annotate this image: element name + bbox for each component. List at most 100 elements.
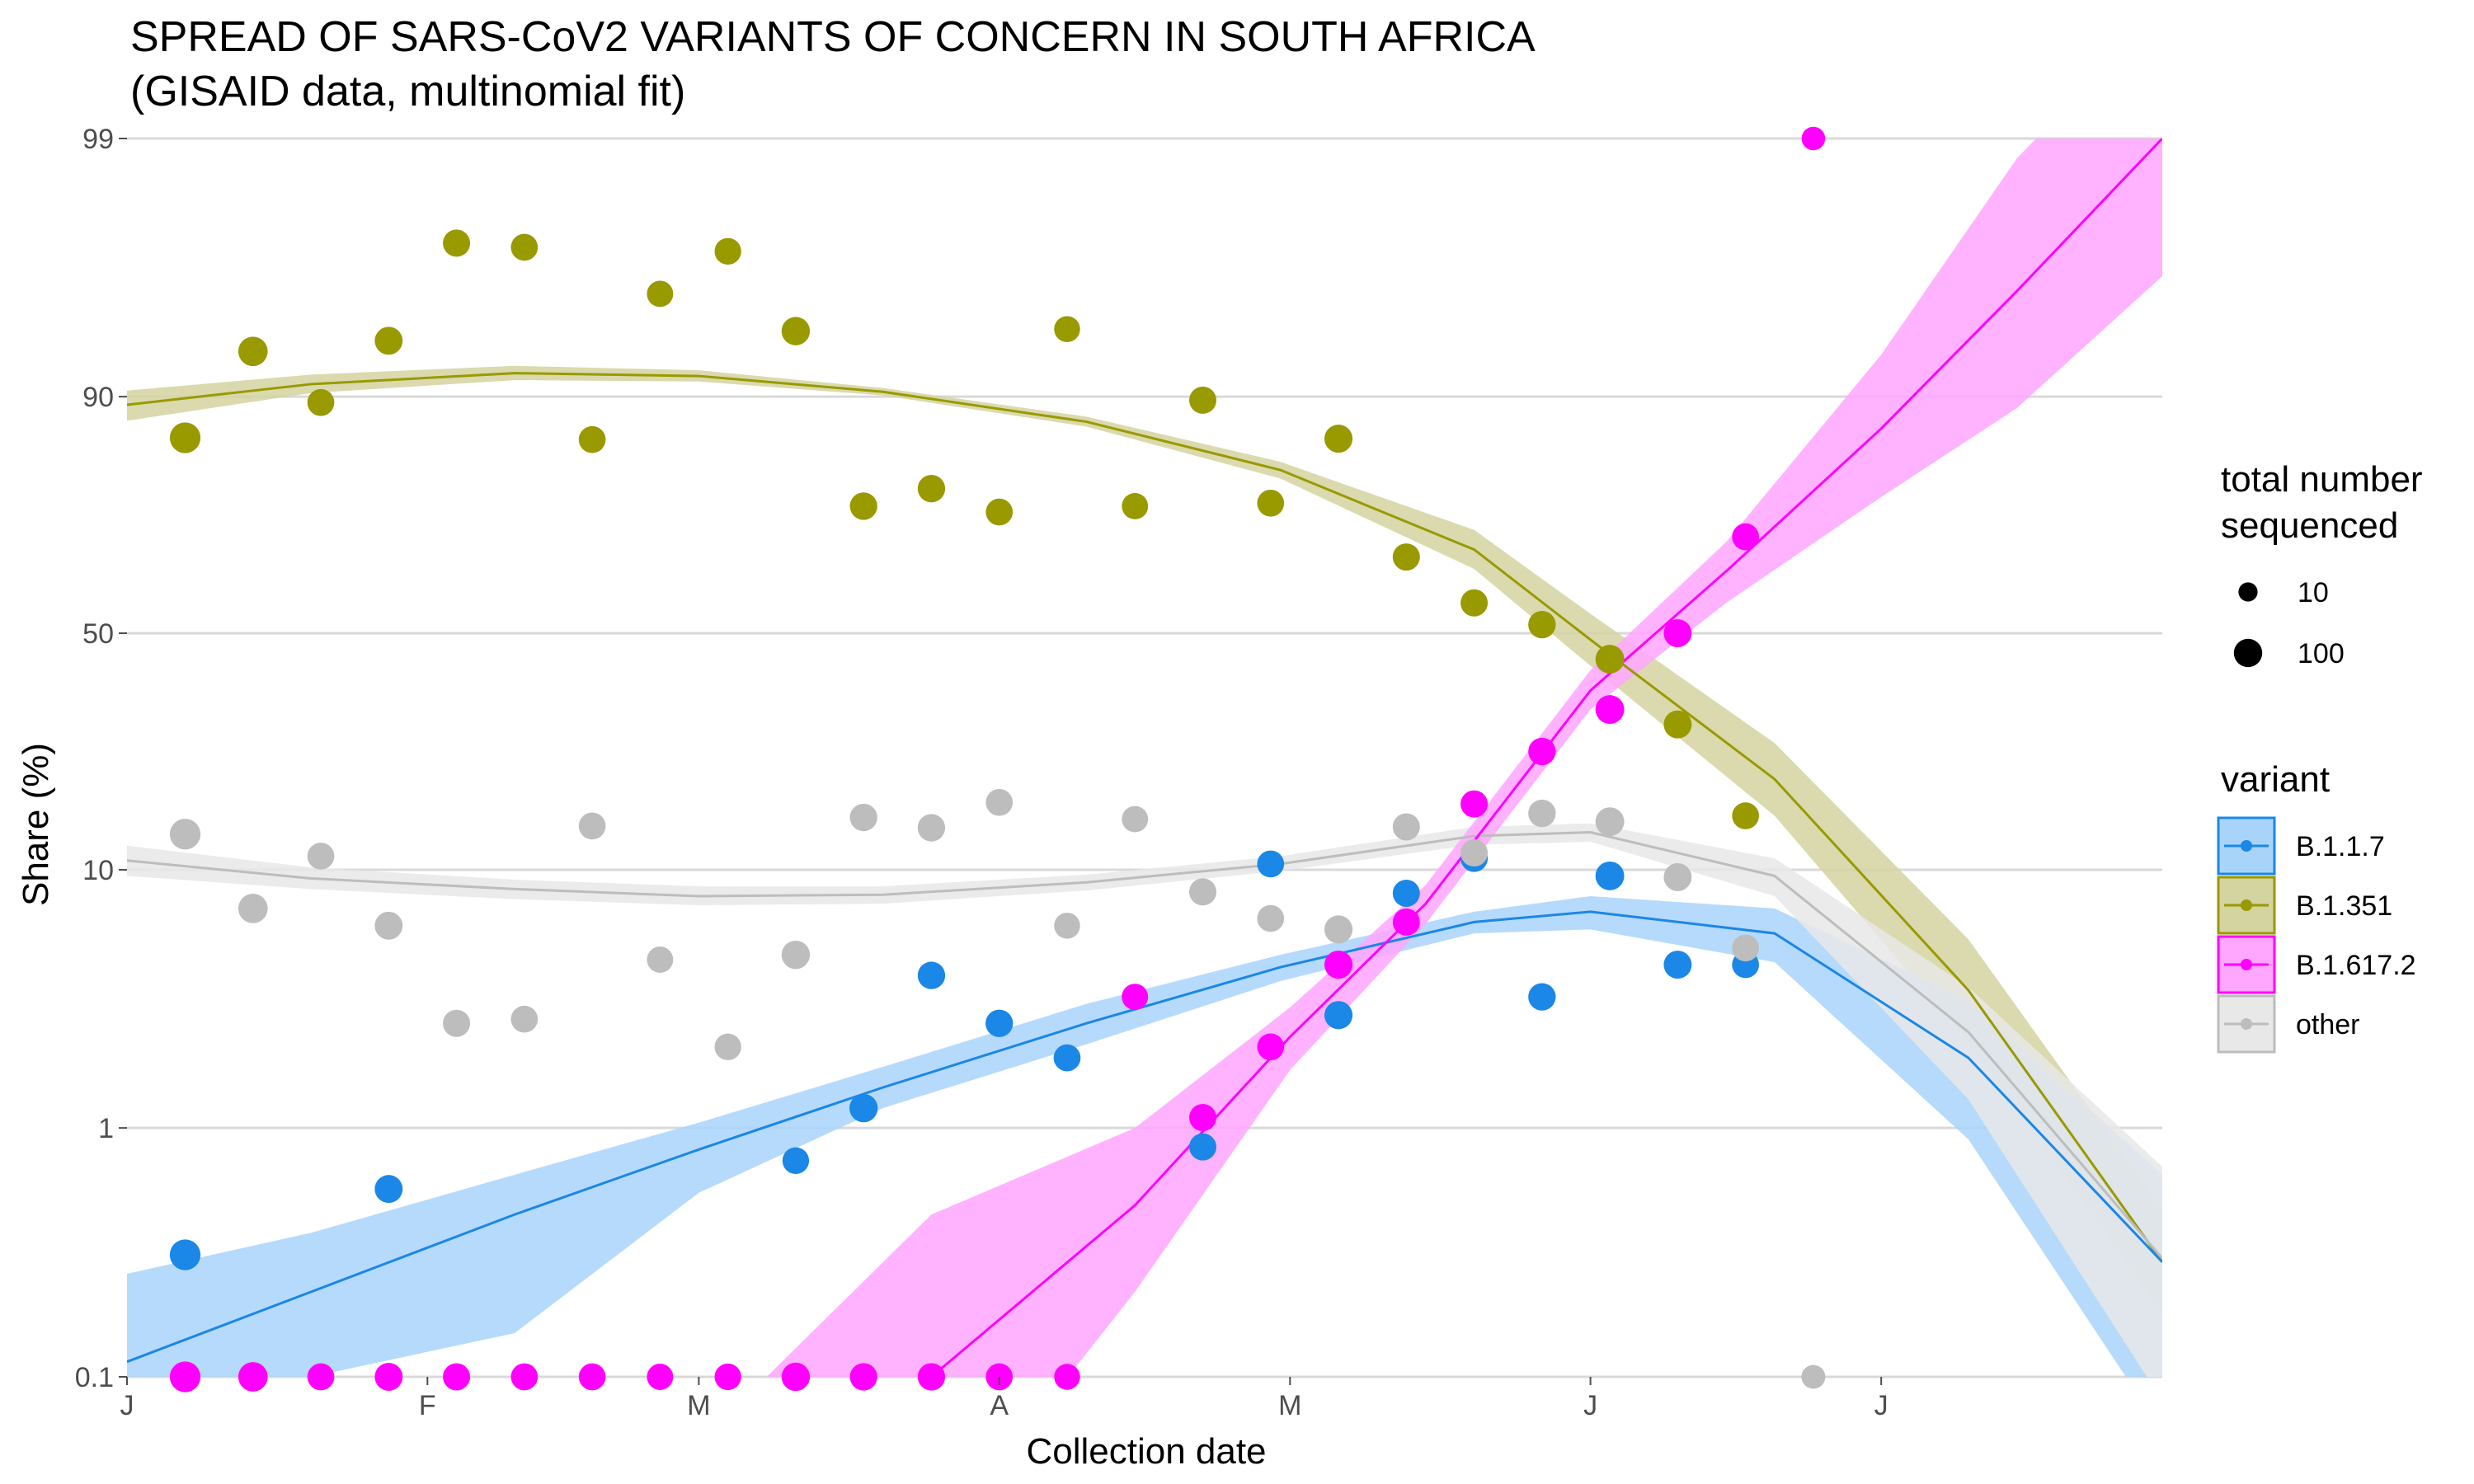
y-tick-label: 99 [82, 124, 114, 155]
data-point-other [1392, 813, 1420, 841]
data-point-other [578, 812, 606, 840]
data-point-b-1-617-2 [1392, 908, 1420, 936]
data-point-b-1-351 [1732, 802, 1759, 829]
data-point-b-1-617-2 [917, 1363, 946, 1391]
x-tick-label: J [1874, 1390, 1888, 1421]
fit-lines [127, 139, 2162, 1377]
x-tick-label: A [990, 1390, 1009, 1421]
data-point-b-1-351 [1528, 610, 1556, 639]
data-point-other [1122, 805, 1149, 833]
chart-title: SPREAD OF SARS-CoV2 VARIANTS OF CONCERN … [130, 13, 1536, 61]
data-point-other [1663, 862, 1692, 891]
data-point-b-1-351 [849, 492, 877, 520]
data-point-b-1-351 [1460, 589, 1489, 617]
data-point-b-1-351 [1595, 645, 1625, 674]
data-point-b-1-351 [781, 317, 811, 345]
data-point-b-1-1-7 [1528, 983, 1556, 1011]
data-point-b-1-351 [647, 280, 674, 308]
ribbon-b-1-617-2 [766, 139, 2162, 1377]
x-tick-label: J [1583, 1390, 1597, 1421]
data-point-other [1189, 878, 1217, 906]
data-point-b-1-351 [169, 422, 201, 453]
legend-label-b-1-351: B.1.351 [2296, 890, 2392, 922]
data-point-b-1-351 [510, 233, 539, 261]
data-point-other [374, 911, 403, 940]
fit-line-b-1-1-7 [127, 910, 2162, 1364]
x-tick-label: M [687, 1390, 710, 1421]
y-axis-title: Share (%) [16, 743, 56, 906]
x-tick-label: F [419, 1390, 436, 1421]
data-point-b-1-1-7 [1663, 951, 1692, 979]
legend-variant: variant B.1.1.7 B.1.351 B.1.617.2 other [2217, 759, 2416, 1054]
legend-variant-title: variant [2221, 759, 2330, 800]
data-point-b-1-351 [307, 388, 335, 416]
data-point-b-1-617-2 [1663, 619, 1692, 648]
y-tick-label: 50 [82, 618, 114, 650]
legend-label-other: other [2296, 1009, 2360, 1040]
observed-points [169, 126, 1826, 1392]
fit-line-b-1-351 [127, 372, 2162, 1263]
data-point-b-1-617-2 [1595, 695, 1625, 724]
data-point-b-1-351 [374, 326, 403, 355]
data-point-b-1-351 [238, 336, 268, 367]
data-point-b-1-1-7 [985, 1009, 1014, 1037]
legend-label-b-1-1-7: B.1.1.7 [2296, 831, 2385, 862]
x-tick-label: M [1278, 1390, 1301, 1421]
data-point-b-1-1-7 [1324, 1001, 1353, 1030]
data-point-b-1-617-2 [443, 1363, 471, 1391]
data-point-b-1-351 [1189, 386, 1217, 414]
data-point-b-1-351 [1257, 489, 1285, 517]
data-point-other [781, 940, 811, 970]
data-point-other [510, 1005, 539, 1033]
data-point-b-1-1-7 [169, 1239, 201, 1270]
confidence-ribbons [127, 139, 2162, 1377]
data-point-b-1-617-2 [1054, 1364, 1080, 1390]
data-point-other [1595, 807, 1625, 837]
data-point-b-1-1-7 [1595, 861, 1625, 890]
x-tick-label: J [120, 1390, 134, 1421]
data-point-b-1-351 [1663, 710, 1692, 739]
data-point-other [1257, 904, 1285, 932]
data-point-b-1-617-2 [1732, 523, 1759, 551]
data-point-b-1-351 [1054, 316, 1080, 342]
y-tick-label: 0.1 [75, 1362, 114, 1393]
data-point-b-1-351 [714, 237, 741, 265]
data-point-b-1-1-7 [917, 961, 946, 989]
legend-key-point [2241, 959, 2252, 970]
data-point-other [1801, 1364, 1826, 1389]
data-point-other [849, 803, 877, 832]
data-point-other [443, 1009, 471, 1037]
data-point-b-1-617-2 [169, 1361, 201, 1392]
data-point-b-1-617-2 [1257, 1033, 1285, 1061]
data-point-b-1-617-2 [374, 1363, 403, 1391]
legend-size-label: 10 [2298, 577, 2329, 608]
data-point-b-1-1-7 [1189, 1133, 1217, 1161]
data-point-b-1-617-2 [714, 1363, 741, 1391]
data-point-other [1732, 934, 1759, 962]
legend-key-point [2241, 840, 2252, 852]
data-point-b-1-617-2 [781, 1362, 811, 1392]
data-point-b-1-617-2 [1460, 790, 1489, 818]
data-point-b-1-617-2 [647, 1364, 674, 1390]
y-tick-label: 90 [82, 382, 114, 413]
y-tick-label: 10 [82, 855, 114, 886]
fit-line-b-1-617-2 [929, 139, 2162, 1377]
legend-size-title-line2: sequenced [2221, 505, 2398, 546]
data-point-b-1-351 [1122, 492, 1149, 519]
data-point-other [985, 788, 1014, 816]
data-point-other [917, 814, 946, 842]
data-point-b-1-351 [1392, 543, 1420, 571]
data-point-b-1-617-2 [510, 1363, 539, 1391]
axes: 0.1 1 10 50 90 99 J F M A M J J [75, 124, 1888, 1421]
legend-size-title-line1: total number [2221, 459, 2423, 500]
x-axis-title: Collection date [1026, 1431, 1266, 1472]
legend-label-b-1-617-2: B.1.617.2 [2296, 950, 2416, 981]
chart-subtitle: (GISAID data, multinomial fit) [130, 68, 685, 115]
data-point-other [238, 894, 268, 923]
data-point-other [714, 1033, 741, 1060]
data-point-b-1-1-7 [1392, 879, 1420, 907]
data-point-other [169, 819, 201, 850]
data-point-b-1-1-7 [1257, 850, 1285, 878]
data-point-b-1-351 [1324, 425, 1353, 453]
